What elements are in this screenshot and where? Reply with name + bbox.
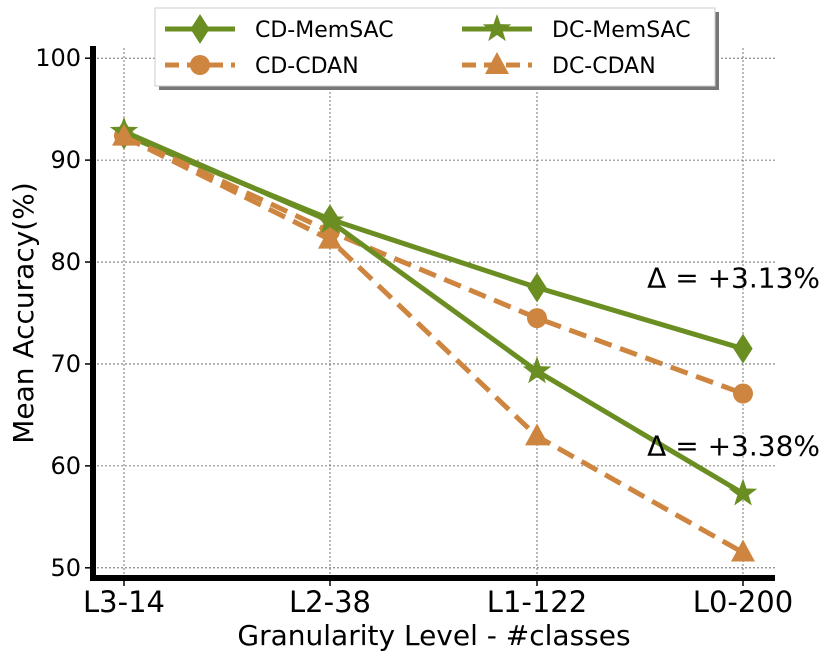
- tick-labels: 50 60 70 80 90 100 L3-14 L2-38 L1-122 L0-200: [35, 44, 793, 619]
- legend-label: CD-CDAN: [255, 54, 359, 79]
- legend-item: CD-MemSAC: [165, 14, 394, 44]
- y-axis-label: Mean Accuracy(%): [7, 182, 40, 443]
- data-point: [527, 308, 547, 329]
- data-point: [728, 478, 758, 506]
- delta-annotation: Δ = +3.13%: [647, 261, 820, 294]
- legend-marker: [190, 14, 210, 44]
- data-point: [315, 206, 345, 234]
- legend-marker: [485, 52, 509, 74]
- x-tick-label: L1-122: [487, 585, 587, 619]
- annotations: Δ = +3.13% Δ = +3.38%: [647, 261, 820, 462]
- legend-marker: [482, 14, 512, 42]
- data-point: [112, 123, 136, 146]
- data-point: [733, 333, 753, 364]
- x-tick-label: L2-38: [289, 585, 371, 619]
- grid: [93, 48, 775, 578]
- x-tick-label: L3-14: [83, 585, 165, 619]
- y-tick-label: 90: [50, 146, 81, 174]
- series-group: [109, 116, 758, 562]
- series-line: [123, 129, 745, 496]
- x-axis-label: Granularity Level - #classes: [237, 619, 630, 652]
- data-point: [527, 272, 547, 303]
- x-tick-label: L0-200: [693, 585, 793, 619]
- legend-item: DC-CDAN: [462, 52, 656, 79]
- series-dc-cdan: [112, 123, 755, 562]
- legend-item: DC-MemSAC: [462, 14, 691, 43]
- data-point: [731, 539, 755, 562]
- data-point: [525, 423, 549, 446]
- legend-label: CD-MemSAC: [255, 18, 394, 43]
- data-point: [522, 356, 552, 384]
- legend-marker: [190, 55, 210, 75]
- y-tick-label: 50: [50, 554, 81, 582]
- legend-label: DC-MemSAC: [552, 18, 691, 43]
- y-tick-label: 60: [50, 452, 81, 480]
- series-line: [123, 132, 744, 352]
- axes: [90, 46, 775, 581]
- y-tick-label: 80: [50, 248, 81, 276]
- series-cd-memsac: [114, 119, 753, 364]
- legend-label: DC-CDAN: [552, 54, 656, 79]
- delta-annotation: Δ = +3.38%: [647, 430, 820, 463]
- series-line: [122, 133, 744, 396]
- legend-item: CD-CDAN: [165, 54, 359, 79]
- data-point: [318, 226, 342, 249]
- y-tick-label: 100: [35, 44, 81, 72]
- data-point: [733, 383, 753, 404]
- legend: CD-MemSAC DC-MemSAC CD-CDAN DC-CDAN: [154, 7, 719, 90]
- series-line: [122, 134, 745, 555]
- legend-box: [154, 7, 716, 87]
- y-tick-label: 70: [50, 350, 81, 378]
